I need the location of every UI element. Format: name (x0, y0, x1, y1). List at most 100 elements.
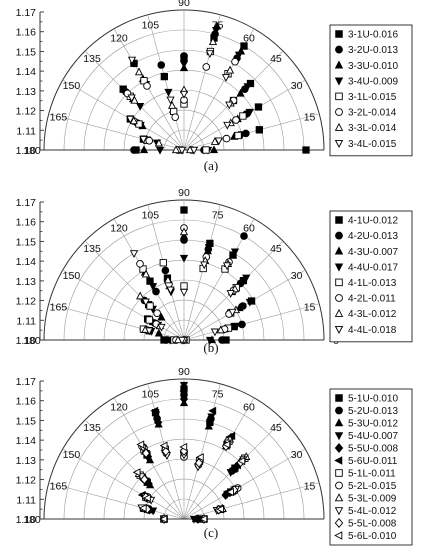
data-point (230, 485, 239, 495)
angle-tick-label: 150 (63, 80, 81, 92)
data-point (129, 250, 139, 259)
angle-tick-label: 90 (178, 0, 190, 9)
data-point (167, 100, 177, 109)
legend-entry-label: 3-4U-0.009 (348, 76, 398, 87)
legend-entry-label: 5-1L-0.011 (348, 469, 396, 480)
angle-tick-label: 30 (291, 80, 303, 92)
data-point (205, 50, 214, 59)
data-point (243, 83, 252, 92)
data-point (150, 406, 159, 415)
data-point (189, 146, 199, 155)
data-point (239, 112, 247, 120)
legend-entry-label: 5-1U-0.010 (348, 394, 398, 405)
legend-marker (334, 308, 344, 317)
data-point (194, 458, 204, 468)
legend: 3-1U-0.016 3-2U-0.013 3-3U-0.010 3-4U-0.009… (329, 24, 413, 157)
series-5-6L-0.010 (132, 440, 246, 524)
legend-marker (334, 507, 344, 516)
angular-gridline (183, 448, 306, 520)
legend-entry-label: 3-3L-0.014 (348, 123, 397, 134)
legend-marker (335, 45, 343, 54)
radial-tick-label: 1.12 (16, 296, 37, 308)
legend-marker (335, 108, 343, 116)
data-point (205, 336, 215, 345)
data-point (145, 136, 154, 145)
legend-entry-label: 5-4U-0.007 (348, 431, 398, 442)
series-3-4U-0.009 (136, 27, 254, 155)
legend-marker (334, 263, 344, 272)
data-point (204, 244, 213, 252)
data-point (139, 145, 149, 154)
data-point (179, 231, 189, 240)
data-point (226, 469, 235, 477)
radial-tick-label: 1.10 (16, 514, 37, 526)
radial-tick-label: 1.16 (16, 27, 37, 39)
data-point (222, 134, 231, 143)
legend-marker (335, 394, 343, 402)
angular-gridline (48, 303, 185, 341)
angle-tick-label: 135 (83, 243, 101, 255)
data-point (245, 298, 254, 307)
radial-tick-label: 1.13 (16, 455, 37, 467)
data-point (180, 52, 188, 60)
legend-marker (334, 518, 344, 528)
angle-tick-label: 15 (304, 301, 316, 313)
data-point (145, 316, 154, 324)
data-point (216, 325, 225, 334)
legend-marker (334, 325, 344, 334)
angular-gridline (183, 383, 221, 520)
angle-tick-label: 105 (142, 388, 160, 400)
angle-tick-label: 75 (212, 388, 224, 400)
panel-caption: (a) (204, 158, 218, 173)
legend-marker (335, 30, 343, 38)
data-point (135, 120, 143, 128)
angular-gridline (84, 240, 185, 341)
angular-gridline (183, 397, 255, 520)
data-point (232, 322, 241, 331)
legend-entry-label: 4-4U-0.017 (348, 262, 398, 273)
polar-panel-1: 01530456075901051201351501651801.101.111… (16, 0, 340, 157)
radial-tick-label: 1.12 (16, 106, 37, 118)
data-point (180, 206, 188, 214)
data-point (245, 108, 254, 117)
data-point (154, 328, 163, 337)
legend-entry-label: 3-4L-0.015 (348, 139, 397, 150)
legend-entry-label: 5-4L-0.012 (348, 506, 397, 517)
data-point (222, 440, 231, 449)
angular-gridline (48, 113, 185, 151)
angle-tick-label: 60 (243, 222, 255, 234)
series-4-4L-0.018 (129, 250, 237, 345)
data-point (209, 145, 219, 154)
angle-tick-label: 150 (63, 270, 81, 282)
data-point (155, 146, 165, 155)
data-point (177, 336, 187, 345)
data-point (157, 323, 166, 332)
legend-marker (335, 231, 343, 240)
data-point (218, 336, 226, 344)
data-point (144, 478, 153, 489)
angle-tick-label: 90 (178, 187, 190, 199)
data-point (152, 287, 160, 296)
radial-tick-label: 1.11 (16, 315, 36, 327)
legend-marker (334, 60, 344, 69)
data-point (200, 261, 209, 270)
angular-gridline (84, 419, 185, 520)
angle-tick-label: 165 (50, 111, 68, 123)
angle-tick-label: 135 (83, 53, 101, 65)
data-point (199, 514, 208, 524)
data-point (230, 248, 240, 257)
legend-marker (335, 294, 343, 302)
angle-tick-label: 15 (304, 111, 316, 123)
polar-panel-2: 01530456075901051201351501651801.101.111… (16, 187, 340, 347)
data-point (254, 103, 263, 111)
legend-entry-label: 5-3L-0.009 (348, 494, 397, 505)
data-point (221, 74, 231, 82)
data-point (132, 468, 141, 477)
data-point (226, 487, 234, 497)
angle-tick-label: 15 (304, 480, 316, 492)
legend-marker (334, 246, 344, 255)
legend-entry-label: 4-1U-0.012 (348, 216, 398, 227)
angle-tick-label: 105 (142, 209, 160, 221)
angle-tick-label: 150 (63, 449, 81, 461)
data-point (179, 227, 189, 236)
